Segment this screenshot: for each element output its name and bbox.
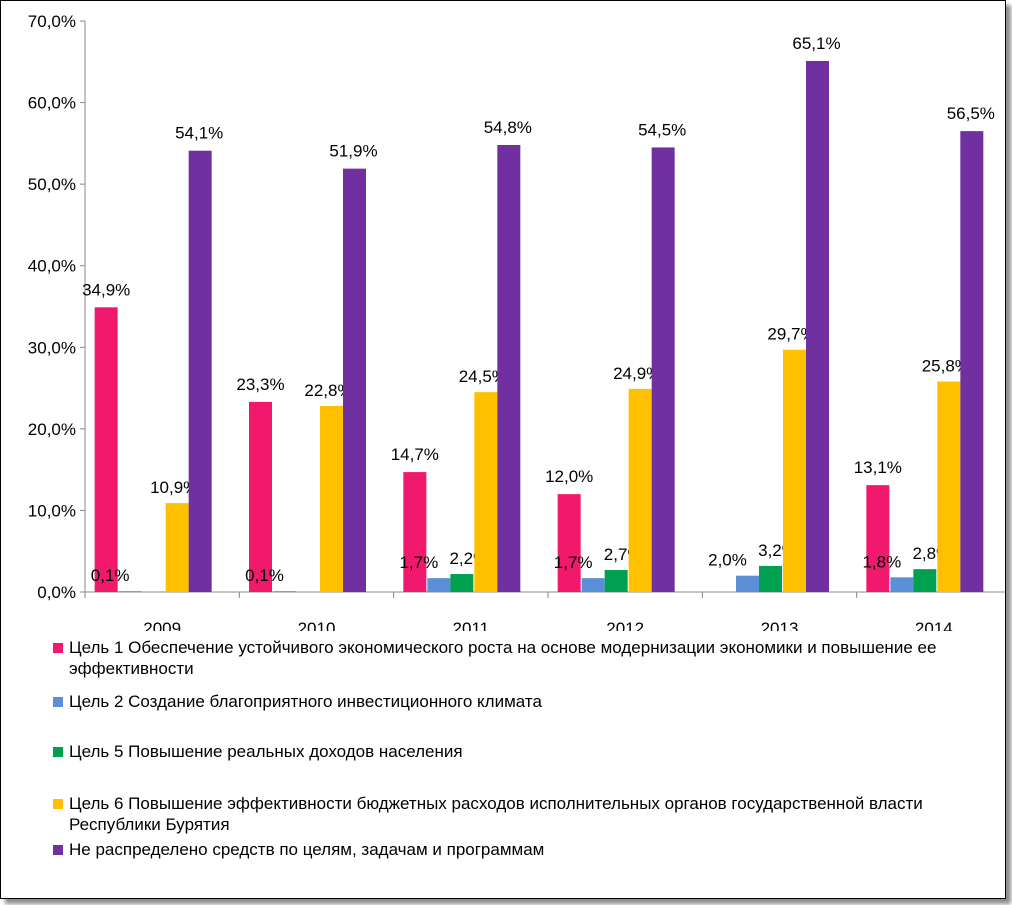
data-label: 14,7% bbox=[391, 445, 439, 464]
bar bbox=[759, 565, 782, 592]
bar bbox=[651, 147, 675, 592]
bar bbox=[249, 401, 272, 592]
x-tick-label: 2009 bbox=[143, 619, 181, 631]
data-label: 54,1% bbox=[175, 124, 223, 143]
data-label: 54,5% bbox=[638, 120, 686, 139]
data-label: 29,7% bbox=[767, 325, 815, 344]
bar-chart: 0,0% 10,0% 20,0% 30,0% 40,0% 50,0% 60,0% 70,0% 2… bbox=[28, 12, 1005, 631]
y-tick-label: 0,0% bbox=[37, 583, 76, 602]
legend-item: Цель 5 Повышение реальных доходов населе… bbox=[53, 741, 463, 762]
bar bbox=[890, 577, 914, 592]
data-label: 22,8% bbox=[304, 381, 352, 400]
bar bbox=[783, 349, 806, 592]
bar bbox=[604, 569, 628, 592]
data-label: 0,1% bbox=[245, 566, 284, 585]
data-label: 10,9% bbox=[150, 478, 198, 497]
data-label: 65,1% bbox=[792, 34, 840, 53]
legend-item: Цель 2 Создание благоприятного инвестици… bbox=[53, 691, 542, 712]
y-tick-label: 70,0% bbox=[28, 12, 76, 31]
bar bbox=[913, 569, 937, 592]
x-tick-label: 2014 bbox=[915, 619, 953, 631]
legend-label: Цель 1 Обеспечение устойчивого экономиче… bbox=[69, 638, 937, 678]
bar bbox=[866, 485, 890, 592]
legend-label: Цель 5 Повышение реальных доходов населе… bbox=[69, 742, 463, 761]
y-tick-label: 20,0% bbox=[28, 420, 76, 439]
data-label: 25,8% bbox=[922, 357, 970, 376]
data-label: 13,1% bbox=[854, 458, 902, 477]
bar bbox=[497, 144, 521, 592]
bar bbox=[557, 494, 581, 592]
legend-item: Не распределено средств по целям, задача… bbox=[53, 839, 544, 860]
data-label: 0,1% bbox=[91, 566, 130, 585]
legend-item: Цель 6 Повышение эффективности бюджетных… bbox=[53, 793, 983, 835]
bar bbox=[427, 578, 451, 592]
bar bbox=[736, 575, 759, 592]
data-label: 56,5% bbox=[947, 104, 995, 123]
legend-label: Не распределено средств по целям, задача… bbox=[69, 840, 545, 859]
bar bbox=[450, 574, 474, 592]
data-label: 51,9% bbox=[329, 142, 377, 161]
data-label: 54,8% bbox=[484, 118, 532, 137]
y-tick-label: 50,0% bbox=[28, 175, 76, 194]
bar bbox=[118, 591, 142, 592]
y-tick-label: 10,0% bbox=[28, 501, 76, 520]
legend-label: Цель 6 Повышение эффективности бюджетных… bbox=[69, 794, 923, 834]
legend-swatch bbox=[53, 747, 63, 757]
bar bbox=[806, 60, 829, 593]
bar bbox=[628, 388, 652, 592]
bar bbox=[94, 307, 118, 592]
legend-swatch bbox=[53, 799, 63, 809]
data-label: 1,7% bbox=[554, 553, 593, 572]
bar bbox=[403, 472, 427, 592]
bar bbox=[320, 406, 343, 592]
data-label: 23,3% bbox=[236, 375, 284, 394]
bar bbox=[343, 168, 366, 592]
x-tick-label: 2012 bbox=[606, 619, 644, 631]
data-label: 24,9% bbox=[613, 364, 661, 383]
legend-swatch bbox=[53, 643, 63, 653]
bar bbox=[960, 131, 984, 592]
bar bbox=[581, 578, 605, 592]
data-label: 34,9% bbox=[82, 280, 130, 299]
y-tick-label: 30,0% bbox=[28, 338, 76, 357]
bar bbox=[474, 392, 498, 592]
x-tick-label: 2010 bbox=[298, 619, 336, 631]
legend-swatch bbox=[53, 697, 63, 707]
bar bbox=[165, 503, 189, 592]
data-label: 12,0% bbox=[545, 467, 593, 486]
legend-item: Цель 1 Обеспечение устойчивого экономиче… bbox=[53, 637, 983, 679]
bar bbox=[937, 381, 961, 592]
data-label: 1,8% bbox=[862, 552, 901, 571]
y-tick-label: 40,0% bbox=[28, 257, 76, 276]
y-tick-label: 60,0% bbox=[28, 94, 76, 113]
legend-label: Цель 2 Создание благоприятного инвестици… bbox=[69, 692, 542, 711]
legend-swatch bbox=[53, 845, 63, 855]
data-label: 1,7% bbox=[399, 553, 438, 572]
bar bbox=[188, 150, 212, 592]
x-tick-label: 2013 bbox=[761, 619, 799, 631]
data-label: 24,5% bbox=[459, 367, 507, 386]
data-label: 2,0% bbox=[708, 551, 747, 570]
bar bbox=[273, 591, 296, 592]
x-tick-label: 2011 bbox=[453, 619, 490, 631]
